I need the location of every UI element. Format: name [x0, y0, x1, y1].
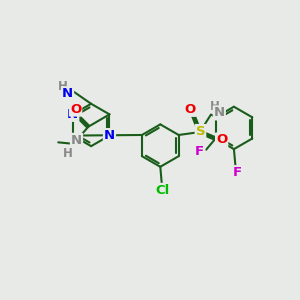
Text: H: H: [210, 100, 220, 112]
Text: F: F: [195, 145, 204, 158]
Text: O: O: [216, 134, 227, 146]
Text: N: N: [104, 129, 115, 142]
Text: O: O: [70, 103, 81, 116]
Text: N: N: [62, 87, 73, 100]
Text: N: N: [71, 134, 82, 147]
Text: Cl: Cl: [155, 184, 169, 197]
Text: H: H: [58, 80, 68, 94]
Text: N: N: [67, 108, 78, 121]
Text: F: F: [232, 166, 242, 179]
Text: O: O: [184, 103, 196, 116]
Text: H: H: [63, 147, 73, 160]
Text: N: N: [214, 106, 225, 119]
Text: S: S: [196, 125, 205, 138]
